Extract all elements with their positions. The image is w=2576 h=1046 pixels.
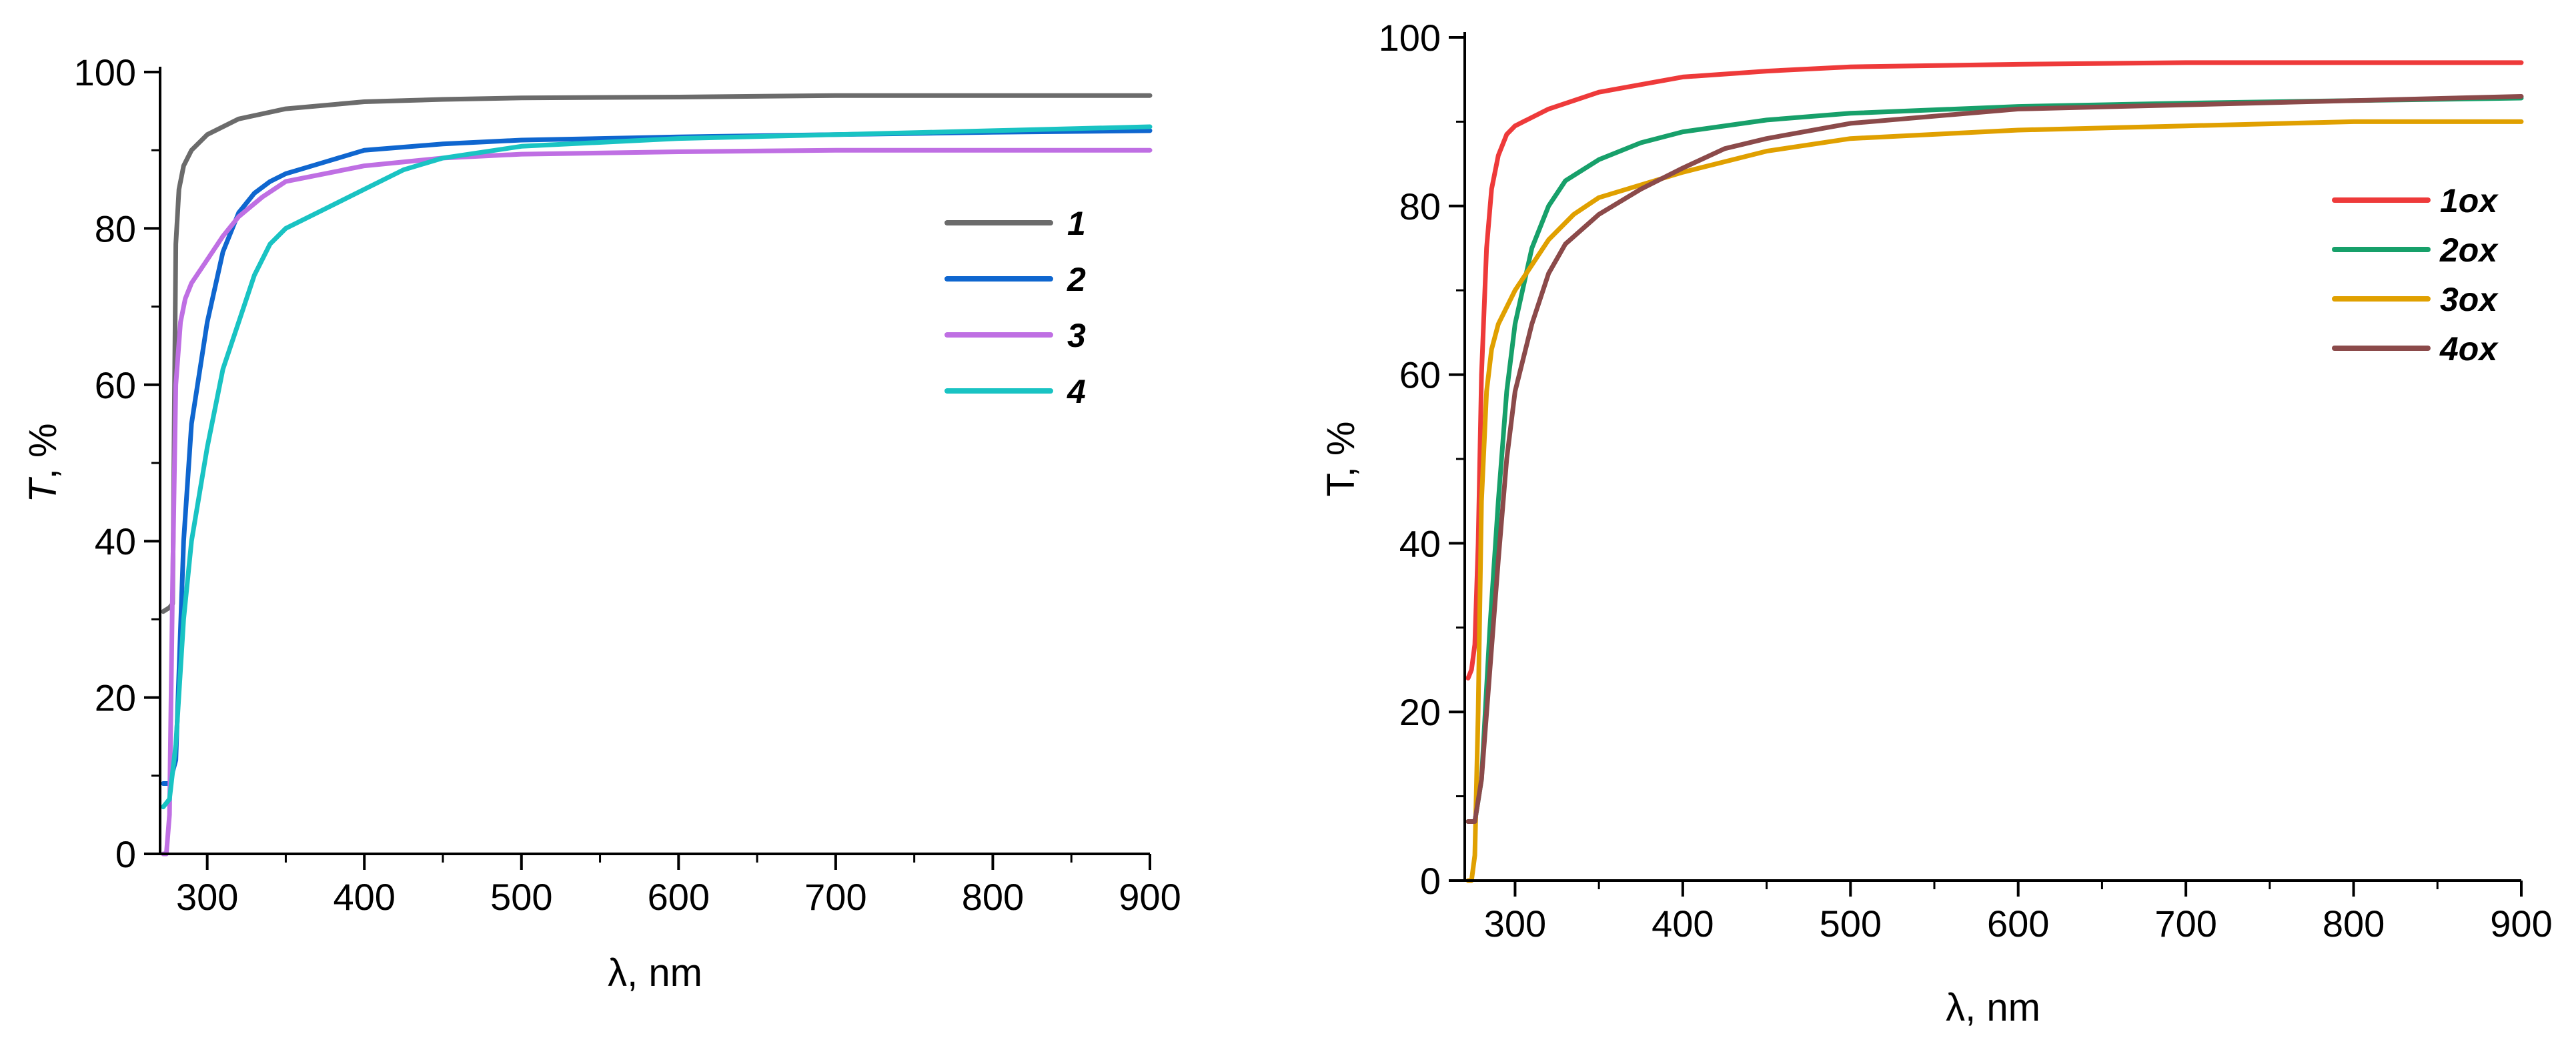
legend-label-4: 4 [1067,373,1086,410]
y-tick-label: 80 [1399,185,1441,227]
series-line-4 [161,124,1153,810]
y-axis-label-unit: T, % [1319,422,1363,497]
series-line-1 [161,93,1153,614]
legend-label-1ox: 1ox [2440,182,2499,219]
y-tick-label: 60 [95,364,136,406]
x-tick-label: 600 [648,876,710,918]
y-axis-label-symbol: T [21,477,65,503]
x-tick-label: 400 [1652,903,1714,945]
x-axis-label: λ, nm [608,951,702,995]
legend: 1 2 3 4 [944,205,1086,410]
x-tick-label: 300 [176,876,238,918]
y-tick-label: 20 [95,677,136,719]
legend-label-2: 2 [1067,261,1086,298]
x-tick-label: 900 [1119,876,1181,918]
x-axis-label: λ, nm [1946,986,2040,1029]
y-tick-label: 40 [1399,522,1441,564]
y-tick-label: 40 [95,520,136,562]
right-chart: 300 400 500 600 700 800 900 0 20 40 60 80 100 λ, nm T,… [1319,17,2553,1029]
series-line-3 [161,147,1153,857]
legend-label-2ox: 2ox [2439,231,2499,269]
x-tick-label: 500 [490,876,552,918]
y-tick-label: 80 [95,207,136,249]
x-tick-label: 600 [1987,903,2049,945]
x-tick-label: 700 [804,876,866,918]
x-tick-label: 500 [1820,903,1882,945]
y-axis-label-unit: , % [21,423,65,479]
legend: 1ox 2ox 3ox 4ox [2332,182,2499,368]
series-line-1ox [1465,60,2524,681]
x-tick-label: 700 [2154,903,2216,945]
y-axis-label: T, % [1319,422,1363,497]
y-tick-label: 60 [1399,354,1441,396]
y-tick-label: 100 [1379,17,1441,59]
x-tick-label: 300 [1484,903,1546,945]
legend-label-3ox: 3ox [2440,281,2499,318]
series-line-3ox [1465,119,2524,883]
y-tick-label: 0 [1420,860,1441,902]
series-line-2 [161,128,1153,786]
x-tick-label: 900 [2490,903,2552,945]
x-tick-label: 400 [334,876,396,918]
y-tick-label: 100 [74,51,136,93]
y-tick-label: 20 [1399,691,1441,733]
legend-label-1: 1 [1067,205,1086,242]
y-axis-label: T, % [21,423,65,502]
series-line-4ox [1465,94,2524,824]
x-tick-label: 800 [2323,903,2385,945]
y-tick-label: 0 [115,833,136,875]
legend-label-3: 3 [1067,317,1086,354]
series-line-2ox [1465,95,2524,824]
x-tick-label: 800 [962,876,1024,918]
legend-label-4ox: 4ox [2439,330,2499,368]
left-chart: 300 400 500 600 700 800 900 0 20 40 60 80 100 λ, nm T,… [21,51,1181,995]
